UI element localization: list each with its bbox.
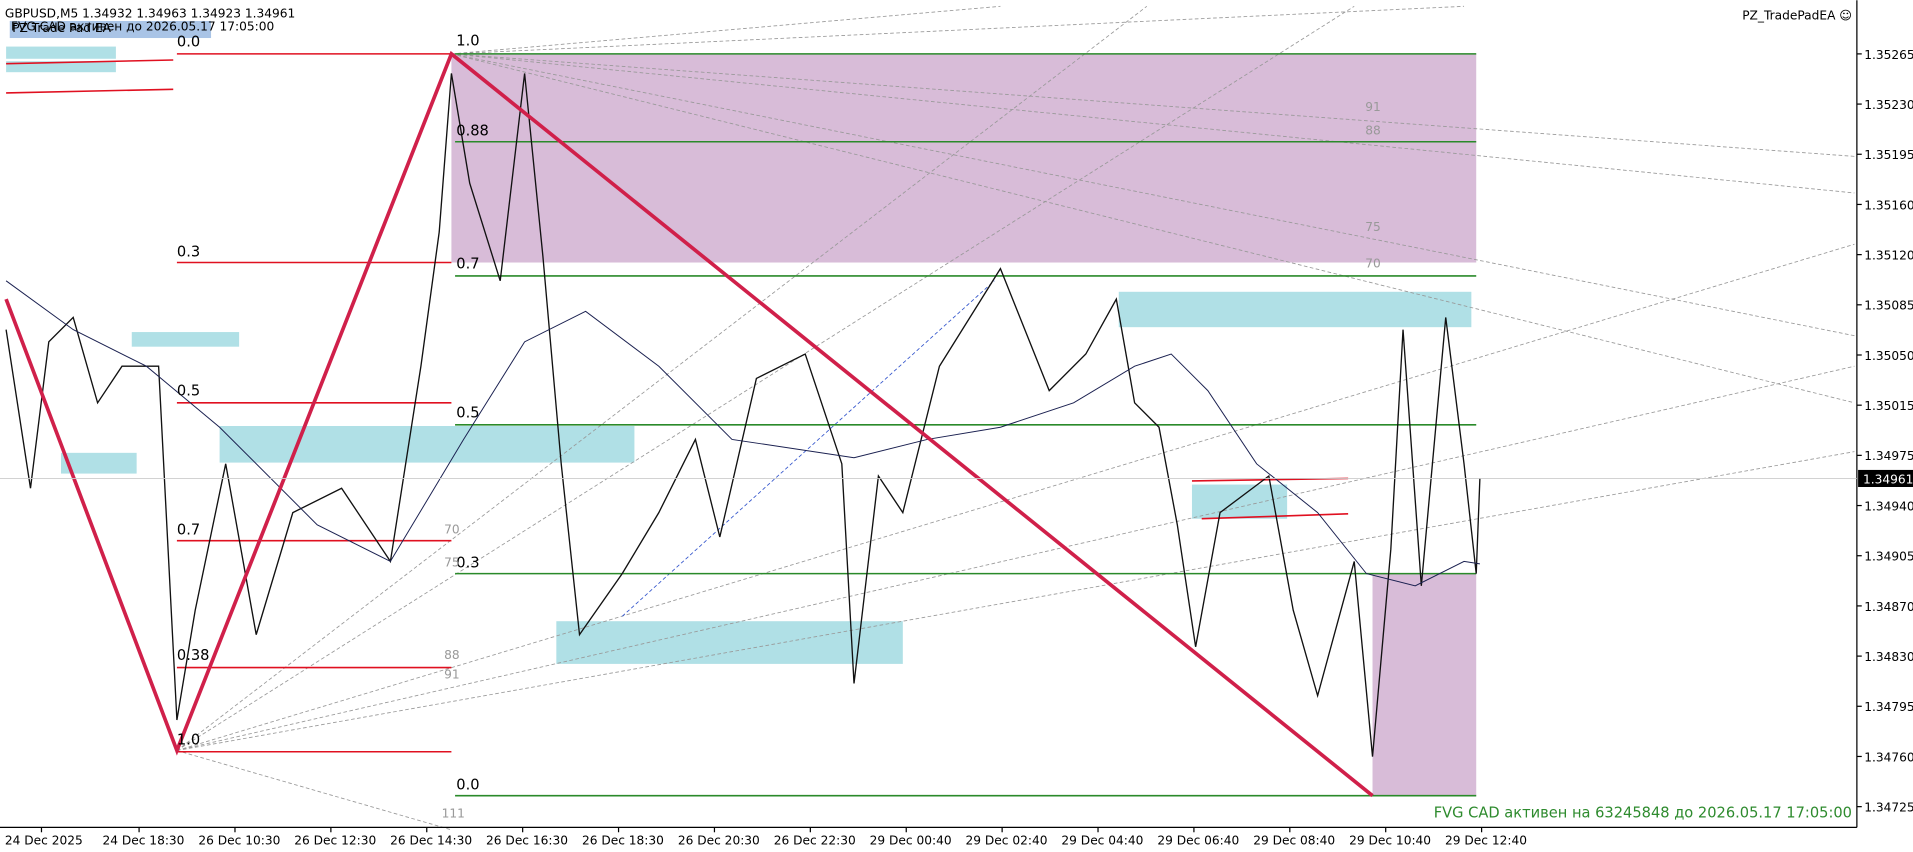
price-label: 1.34870 [1864, 600, 1913, 614]
time-label: 29 Dec 12:40 [1445, 833, 1527, 847]
price-label: 1.34760 [1864, 750, 1913, 764]
fib-label: 0.3 [456, 555, 479, 572]
level-label: 88 [444, 648, 460, 662]
level-label: 70 [444, 522, 460, 536]
level-label: 91 [1365, 100, 1381, 114]
current-price-box [1858, 469, 1913, 488]
price-label: 1.34975 [1864, 449, 1913, 463]
price-label: 1.34905 [1864, 550, 1913, 564]
price-label: 1.35120 [1864, 249, 1913, 263]
fib-label: 0.5 [456, 404, 479, 421]
panel-title: PZ Trade Pad EA [12, 21, 111, 35]
symbol-info: GBPUSD,M5 1.34932 1.34963 1.34923 1.3496… [5, 6, 295, 20]
price-line [5, 73, 1481, 757]
time-label: 29 Dec 04:40 [1061, 833, 1143, 847]
notice: FVG CAD активен до 2026.05.17 17:05:00 [11, 20, 274, 34]
price-label: 1.34830 [1864, 650, 1913, 664]
time-label: 26 Dec 16:30 [486, 833, 568, 847]
fib-label: 0.0 [177, 34, 200, 51]
level-label: 91 [444, 668, 460, 682]
time-label: 26 Dec 18:30 [582, 833, 664, 847]
fib-label: 0.7 [456, 256, 479, 273]
level-label: 70 [1365, 256, 1381, 270]
fib-label: 1.0 [456, 32, 479, 49]
time-label: 26 Dec 10:30 [198, 833, 280, 847]
time-label: 29 Dec 02:40 [966, 833, 1048, 847]
cyan-zones [6, 46, 1472, 664]
time-label: 26 Dec 12:30 [294, 833, 376, 847]
fib-label: 0.0 [456, 777, 479, 794]
time-label: 26 Dec 22:30 [774, 833, 856, 847]
price-label: 1.35195 [1864, 148, 1913, 162]
price-label: 1.34795 [1864, 700, 1913, 714]
fan-lines [176, 5, 1855, 831]
price-label: 1.34725 [1864, 801, 1913, 815]
level-label: 75 [1365, 220, 1381, 234]
fib-label: 0.3 [177, 243, 200, 260]
time-label: 26 Dec 14:30 [390, 833, 472, 847]
footer-notice: FVG CAD активен на 63245848 до 2026.05.1… [1434, 805, 1852, 822]
price-label: 1.34940 [1864, 499, 1913, 513]
time-label: 29 Dec 10:40 [1349, 833, 1431, 847]
moving-average [5, 280, 1480, 587]
fib-label: 1.0 [177, 731, 200, 748]
price-label: 1.35050 [1864, 349, 1913, 363]
level-label: 88 [1365, 123, 1381, 137]
ea-name: PZ_TradePadEA ☺ [1742, 9, 1852, 23]
price-label: 1.35230 [1864, 98, 1913, 112]
price-label: 1.35015 [1864, 399, 1913, 413]
fib-label: 0.7 [177, 522, 200, 539]
price-label: 1.35265 [1864, 48, 1913, 62]
time-label: 29 Dec 00:40 [870, 833, 952, 847]
fib-label: 0.5 [177, 382, 200, 399]
fvg-zone [1372, 573, 1477, 796]
zigzag [4, 50, 1374, 798]
price-label: 1.35160 [1864, 198, 1913, 212]
time-label: 29 Dec 08:40 [1253, 833, 1335, 847]
fib-label: 0.38 [177, 647, 210, 664]
trade-pad-panel[interactable] [9, 20, 212, 39]
fib-lines [6, 53, 1477, 797]
time-label: 24 Dec 18:30 [102, 833, 184, 847]
price-label: 1.35085 [1864, 299, 1913, 313]
level-label: 75 [444, 555, 460, 569]
level-label: 111 [442, 807, 465, 821]
time-label: 26 Dec 20:30 [678, 833, 760, 847]
current-price: 1.34961 [1863, 472, 1913, 486]
time-label: 24 Dec 2025 [5, 833, 83, 847]
fib-label: 0.88 [456, 123, 489, 140]
time-label: 29 Dec 06:40 [1157, 833, 1239, 847]
fvg-zone [451, 53, 1477, 263]
